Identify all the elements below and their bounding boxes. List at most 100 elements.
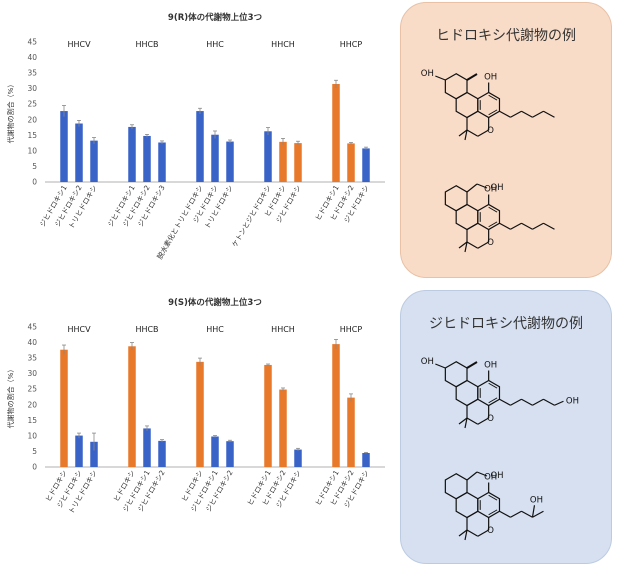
y-tick-label: 20 [27, 115, 37, 124]
bar [143, 135, 151, 182]
bond [458, 129, 468, 137]
atom-label: O [487, 126, 494, 136]
bond [466, 398, 479, 407]
y-tick-label: 25 [27, 385, 37, 394]
y-tick-label: 45 [27, 323, 37, 332]
card-title: ヒドロキシ代謝物の例 [436, 28, 576, 44]
bond [466, 510, 479, 519]
y-tick-label: 40 [27, 53, 37, 62]
group-label: HHC [206, 40, 224, 49]
bond [510, 222, 522, 230]
bond [521, 110, 533, 118]
bar [332, 84, 340, 182]
bond [466, 110, 479, 119]
atom-label: OH [490, 471, 503, 481]
molecule: OH O OH [444, 183, 555, 253]
bond [458, 529, 468, 537]
bar [90, 140, 98, 182]
bond [488, 221, 498, 228]
bond [532, 398, 544, 406]
bond [532, 222, 544, 230]
bond [464, 129, 468, 141]
bar [211, 134, 219, 182]
bond [477, 417, 489, 425]
atom-label: OH [484, 73, 497, 83]
bond [521, 398, 533, 406]
ring [477, 491, 501, 519]
atom-label: OH [490, 183, 503, 193]
bond [466, 471, 478, 481]
bond [464, 241, 468, 253]
bar [196, 361, 204, 467]
bond [488, 206, 498, 213]
bond [499, 510, 511, 518]
bond [488, 382, 498, 389]
y-tick-label: 40 [27, 338, 37, 347]
hydroxy-example-card: ヒドロキシ代謝物の例 OH O OH OH O OH [400, 2, 612, 278]
bar [294, 449, 302, 467]
ring [444, 73, 468, 100]
bond [466, 222, 479, 231]
bond [466, 361, 478, 369]
y-tick-label: 30 [27, 369, 37, 378]
bar [75, 435, 83, 467]
y-tick-label: 15 [27, 131, 37, 140]
bar [211, 436, 219, 467]
bar [362, 453, 370, 467]
bond [532, 510, 544, 518]
bar [226, 141, 234, 182]
atom-label: OH [530, 495, 543, 505]
bond [435, 363, 446, 369]
y-tick-label: 5 [32, 447, 37, 456]
y-axis-label: 代謝物の割合（%） [6, 366, 15, 429]
group-label: HHCH [271, 40, 295, 49]
chart-title: 9(S)体の代謝物上位3つ [168, 297, 262, 308]
ring [444, 473, 468, 500]
group-label: HHCV [67, 40, 91, 49]
bond [466, 529, 479, 537]
card-title: ジヒドロキシ代謝物の例 [429, 316, 583, 332]
group-label: HHCB [135, 40, 158, 49]
y-tick-label: 20 [27, 400, 37, 409]
atom-label: OH [484, 473, 497, 483]
bar [332, 344, 340, 467]
bond [499, 110, 511, 118]
y-axis-label: 代謝物の割合（%） [6, 81, 15, 144]
dihydroxy-example-card: ジヒドロキシ代謝物の例 OH O OH OH OH O OH OH [400, 290, 612, 564]
bond [510, 510, 522, 518]
bond [466, 183, 478, 193]
y-tick-label: 35 [27, 69, 37, 78]
atom-label: O [487, 526, 494, 536]
ring [477, 379, 501, 407]
bond [476, 471, 488, 477]
bar [347, 143, 355, 182]
bond [488, 109, 498, 116]
molecule: OH O OH [421, 69, 555, 141]
bar [75, 123, 83, 182]
ring [444, 361, 468, 388]
bond [543, 110, 555, 118]
bond [488, 494, 498, 501]
bar [158, 440, 166, 467]
bond [543, 222, 555, 230]
bond [521, 510, 533, 518]
bond [464, 417, 468, 429]
bar [143, 428, 151, 467]
bar [279, 141, 287, 182]
group-label: HHC [206, 325, 224, 334]
bond [521, 222, 533, 230]
bar [128, 346, 136, 467]
atom-label: OH [484, 185, 497, 195]
bond [477, 529, 489, 537]
bond [464, 529, 468, 541]
y-tick-label: 15 [27, 416, 37, 425]
bar [279, 389, 287, 467]
bond [466, 73, 478, 81]
group-label: HHCP [340, 40, 363, 49]
ring [477, 203, 501, 231]
bond [458, 241, 468, 249]
bond [499, 222, 511, 230]
